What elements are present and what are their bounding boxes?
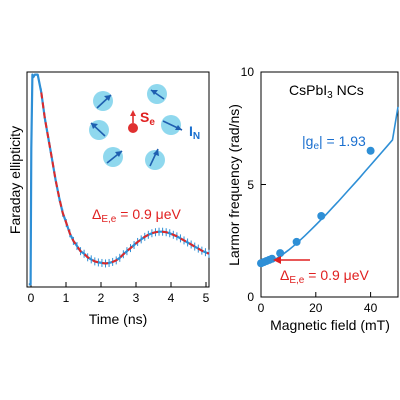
left-splitting-annotation: ΔE,e = 0.9 μeV	[92, 206, 182, 225]
nuclear-spin	[161, 115, 183, 135]
splitting-arrow-head	[273, 256, 281, 264]
nuclear-spin	[147, 84, 167, 104]
right-y-axis-label: Larmor frequency (rad/ns)	[226, 104, 242, 266]
right-x-tick-label: 0	[258, 301, 265, 315]
left-y-axis-label: Faraday ellipticity	[7, 126, 23, 234]
electron-spin	[128, 110, 138, 133]
data-point	[267, 254, 276, 263]
right-x-axis-label: Magnetic field (mT)	[270, 317, 390, 333]
right-series-layer	[257, 106, 399, 268]
spin-illustration: Se IN	[89, 84, 200, 170]
left-x-tick-label: 4	[168, 291, 175, 305]
right-panel: 0 20 40 0 5 10 Magnetic field (mT) Larmo…	[226, 65, 399, 333]
nuclear-spin-arrowhead	[104, 95, 111, 101]
splitting-arrow	[273, 256, 310, 264]
left-plot-frame	[26, 71, 210, 288]
left-x-tick-label: 1	[63, 291, 70, 305]
nuclear-spin	[145, 148, 165, 170]
left-x-tick-label: 3	[133, 291, 140, 305]
left-panel: 0 1 2 3 4 5 Time (ns) Faraday ellipticit…	[7, 71, 210, 327]
nuclear-spin-circle	[103, 147, 123, 167]
nuclear-spin	[89, 120, 109, 140]
linear-fit-line	[261, 106, 399, 265]
nuclear-spin-arrowhead	[115, 151, 122, 157]
electron-spin-label: Se	[140, 109, 155, 128]
data-point	[292, 237, 301, 246]
right-y-tick-label: 0	[247, 290, 254, 304]
data-point	[366, 146, 375, 155]
nuclear-spin-arrowhead	[91, 123, 98, 129]
right-chart-title: CsPbI3 NCs	[289, 82, 364, 101]
right-y-tick-label: 5	[247, 178, 254, 192]
right-x-tick-label: 20	[309, 301, 323, 315]
electron-spin-arrowhead	[130, 110, 136, 116]
left-x-tick-label: 5	[203, 291, 210, 305]
nuclear-spin-label: IN	[189, 123, 200, 142]
nuclear-spin-arrowhead	[175, 125, 182, 130]
left-x-tick-label: 0	[28, 291, 35, 305]
nuclear-spin	[103, 147, 123, 167]
right-y-ticks: 0 5 10	[241, 65, 266, 304]
right-x-tick-label: 40	[364, 301, 378, 315]
left-x-ticks: 0 1 2 3 4 5	[28, 282, 210, 305]
nuclear-spin-circle	[93, 91, 113, 111]
data-point	[276, 249, 285, 258]
left-x-tick-label: 2	[98, 291, 105, 305]
right-plot-frame	[260, 71, 399, 298]
electron-spin-dot	[128, 123, 138, 133]
right-x-ticks: 0 20 40	[258, 292, 378, 315]
nuclear-spin-arrowhead	[153, 149, 159, 156]
left-x-axis-label: Time (ns)	[89, 311, 148, 327]
g-factor-annotation: |ge| = 1.93	[302, 133, 366, 152]
right-splitting-annotation: ΔE,e = 0.9 μeV	[280, 267, 370, 286]
right-y-tick-label: 10	[241, 65, 255, 79]
nuclear-spin-arrowhead	[151, 90, 158, 95]
nuclear-spin	[93, 91, 113, 111]
fit-curve-line	[40, 92, 210, 265]
data-point	[317, 212, 326, 220]
left-series-layer	[28, 73, 210, 286]
